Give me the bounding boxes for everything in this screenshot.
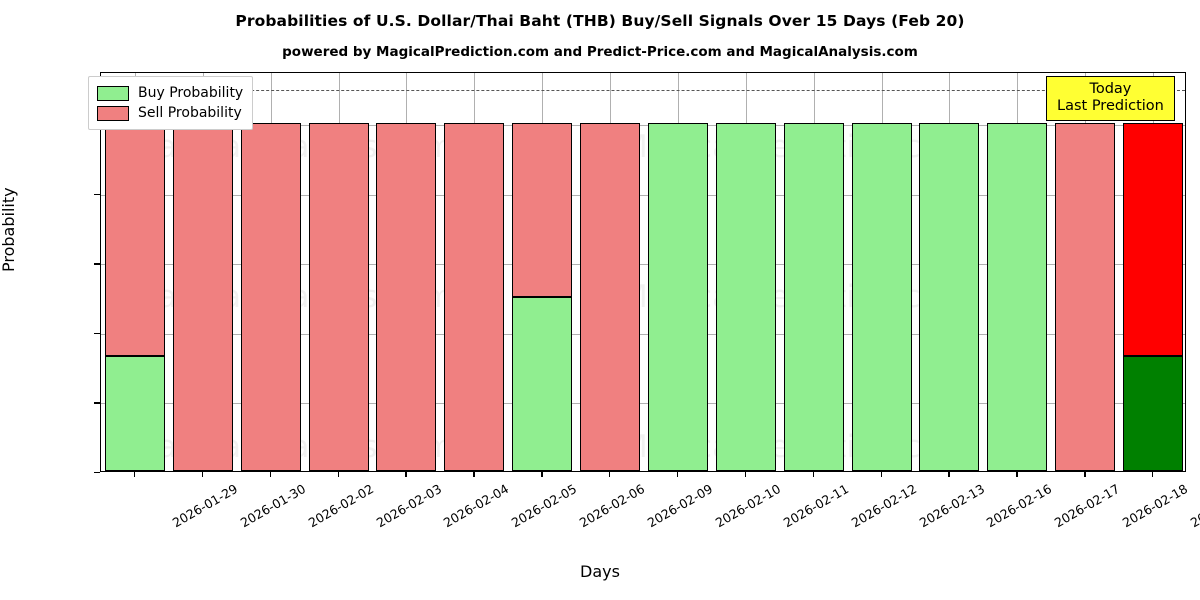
legend-label-buy: Buy Probability [138, 85, 244, 101]
bar-segment-buy [851, 123, 912, 471]
bar-segment-sell [376, 123, 437, 471]
bar-2026-02-04[interactable] [376, 73, 437, 471]
bar-2026-01-29[interactable] [104, 73, 165, 471]
x-tick-label: 2026-02-12 [848, 481, 919, 531]
legend-item-sell: Sell Probability [97, 103, 243, 123]
x-tick-label: 2026-02-16 [984, 481, 1055, 531]
bar-segment-buy [647, 123, 708, 471]
bar-segment-sell [104, 123, 165, 357]
x-tick-mark [744, 472, 747, 477]
legend-label-sell: Sell Probability [138, 105, 242, 121]
bar-segment-sell [172, 123, 233, 471]
x-axis-title: Days [580, 562, 620, 581]
bar-2026-02-05[interactable] [444, 73, 505, 471]
reference-line [101, 90, 1185, 92]
bar-segment-sell [580, 123, 641, 471]
x-tick-label: 2026-02-13 [916, 481, 987, 531]
x-tick-mark [473, 472, 475, 477]
x-tick-label: 2026-02-03 [373, 481, 444, 531]
x-tick-mark [812, 472, 815, 477]
legend: Buy Probability Sell Probability [88, 76, 254, 130]
x-tick-label: 2026-02-17 [1052, 481, 1123, 531]
bar-segment-sell [1055, 123, 1116, 471]
y-tick-mark [94, 332, 100, 335]
bar-segment-buy [783, 123, 844, 471]
bar-segment-buy [512, 297, 573, 471]
today-annotation-line2: Last Prediction [1057, 98, 1164, 115]
bar-2026-02-12[interactable] [783, 73, 844, 471]
y-tick-mark [94, 402, 100, 404]
x-tick-label: 2026-02-10 [712, 481, 784, 531]
bar-2026-01-30[interactable] [172, 73, 233, 471]
bar-2026-02-10[interactable] [647, 73, 708, 471]
bar-2026-02-11[interactable] [715, 73, 776, 471]
x-axis-ticks: 2026-01-29 2026-01-30 2026-02-02 2026-02-03… [100, 472, 1200, 572]
page-title: Probabilities of U.S. Dollar/Thai Baht (… [235, 12, 965, 30]
x-tick-mark [609, 472, 611, 477]
bar-segment-buy [919, 123, 980, 471]
x-tick-label: 2026-01-30 [237, 481, 308, 531]
bar-segment-sell [240, 123, 301, 471]
x-tick-label: 2026-02-11 [780, 481, 851, 531]
legend-item-buy: Buy Probability [97, 83, 243, 103]
bar-segment-sell [1123, 123, 1184, 357]
bar-segment-sell [512, 123, 573, 298]
x-tick-mark [541, 472, 543, 477]
x-tick-label: 2026-02-18 [1119, 481, 1191, 531]
bar-2026-02-18[interactable] [1055, 73, 1116, 471]
x-tick-label: 2026-02-06 [576, 481, 648, 531]
bar-segment-buy [104, 356, 165, 471]
x-tick-mark [676, 472, 679, 477]
x-tick-label: 2026-02-09 [644, 481, 716, 531]
bar-2026-02-16[interactable] [919, 73, 980, 471]
legend-swatch-buy-icon [97, 85, 129, 101]
bar-2026-02-09[interactable] [580, 73, 641, 471]
bar-2026-02-02[interactable] [240, 73, 301, 471]
plot-inner: MagicalAnalysis.comMagicalPrediction.com… [101, 73, 1185, 471]
y-tick-mark [94, 263, 100, 265]
x-tick-label: 2026-02-04 [441, 481, 512, 531]
x-tick-mark [405, 472, 407, 477]
x-tick-mark [133, 472, 136, 477]
bar-segment-buy [1123, 356, 1184, 471]
x-tick-mark [269, 472, 272, 477]
x-tick-label: 2026-02-19 [1187, 481, 1200, 531]
bar-segment-buy [987, 123, 1048, 471]
y-tick-mark [94, 193, 100, 196]
bar-2026-02-17[interactable] [987, 73, 1048, 471]
today-annotation: Today Last Prediction [1046, 76, 1175, 122]
gridline-horizontal [101, 125, 1185, 127]
x-tick-label: 2026-01-29 [169, 481, 241, 531]
x-tick-mark [880, 472, 882, 477]
x-tick-mark [201, 472, 204, 477]
bar-2026-02-19[interactable] [1123, 73, 1184, 471]
gridline-horizontal [101, 264, 1185, 266]
today-annotation-line1: Today [1089, 81, 1132, 97]
gridline-horizontal [101, 333, 1185, 335]
chart-subtitle: powered by MagicalPrediction.com and Pre… [282, 44, 918, 60]
x-tick-mark [337, 472, 339, 477]
bar-segment-buy [715, 123, 776, 471]
x-tick-mark [1084, 472, 1086, 477]
y-tick-mark [94, 472, 100, 474]
plot-area: MagicalAnalysis.comMagicalPrediction.com… [100, 72, 1186, 472]
x-tick-label: 2026-02-02 [305, 481, 376, 531]
bar-segment-sell [444, 123, 505, 471]
x-tick-mark [948, 472, 950, 477]
x-tick-label: 2026-02-05 [509, 481, 580, 531]
x-tick-mark [1016, 472, 1018, 477]
y-axis-title: Probability [0, 187, 18, 272]
x-tick-mark [1152, 472, 1154, 477]
legend-swatch-sell-icon [97, 105, 129, 121]
gridline-horizontal [101, 403, 1185, 405]
bar-2026-02-03[interactable] [308, 73, 369, 471]
gridline-horizontal [101, 194, 1185, 196]
bar-2026-02-06[interactable] [512, 73, 573, 471]
bar-segment-sell [308, 123, 369, 471]
bar-2026-02-13[interactable] [851, 73, 912, 471]
